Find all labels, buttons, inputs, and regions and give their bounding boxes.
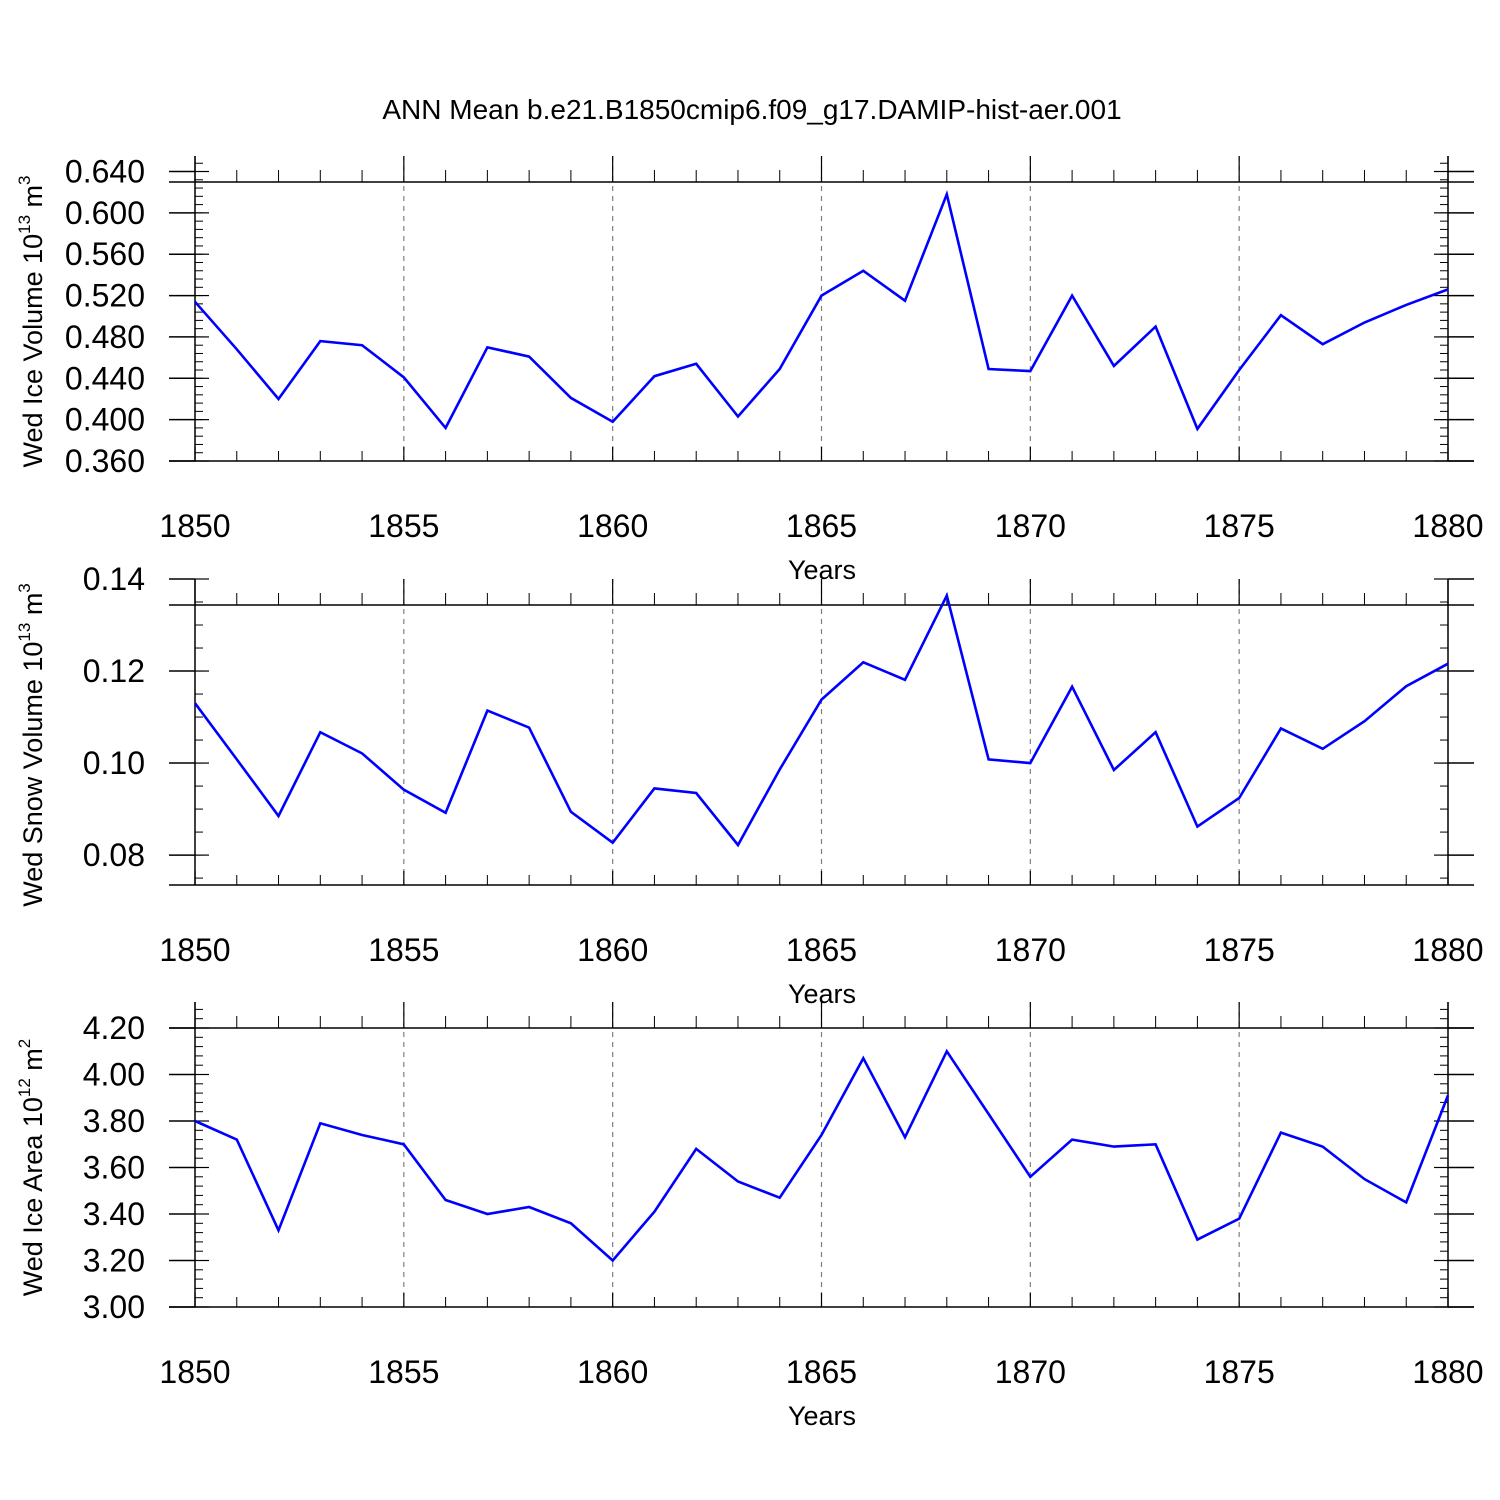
y-axis-label: Wed Ice Area 1012 m2 bbox=[15, 1039, 48, 1297]
x-tick-label-1870: 1870 bbox=[995, 508, 1066, 544]
x-tick-label-1855: 1855 bbox=[368, 508, 439, 544]
y-axis-label-text: Wed Ice Volume 10 bbox=[18, 234, 48, 468]
x-tick-label-1880: 1880 bbox=[1412, 932, 1483, 968]
chart-panels: 0.360 0.400 0.440 0.480 0.520 0.560 0.600 0.640… bbox=[15, 154, 1484, 1431]
panel-ice-area: 3.00 3.20 3.40 3.60 3.80 4.00 4.20 1850 1855 1860… bbox=[15, 1002, 1484, 1431]
series-line-ice-volume bbox=[194, 189, 1449, 432]
x-tick-label-1850: 1850 bbox=[159, 508, 230, 544]
y-axis-label-unit: m bbox=[18, 593, 48, 623]
y-tick-label-6: 0.600 bbox=[65, 195, 145, 231]
x-tick-label-1870: 1870 bbox=[995, 1354, 1066, 1390]
y-tick-label-3: 0.14 bbox=[83, 561, 145, 597]
y-tick-label-0: 3.00 bbox=[83, 1289, 145, 1325]
panel-ice-volume: 0.360 0.400 0.440 0.480 0.520 0.560 0.600 0.640… bbox=[15, 154, 1484, 585]
y-tick-label-6: 4.20 bbox=[83, 1010, 145, 1046]
series-line-ice-area bbox=[194, 1048, 1450, 1263]
y-axis-label-exponent: 13 bbox=[15, 215, 34, 234]
y-axis-label-exponent: 12 bbox=[15, 1078, 34, 1097]
y-axis-label: Wed Snow Volume 1013 m3 bbox=[15, 583, 48, 907]
x-tick-label-1865: 1865 bbox=[786, 1354, 857, 1390]
x-tick-label-1870: 1870 bbox=[995, 932, 1066, 968]
x-tick-label-1875: 1875 bbox=[1204, 508, 1275, 544]
panel-snow-volume: 0.08 0.10 0.12 0.14 1850 1855 1860 1865 1870 1875… bbox=[15, 561, 1484, 1009]
x-tick-label-1875: 1875 bbox=[1204, 932, 1275, 968]
y-axis-label-unit-exponent: 2 bbox=[15, 1039, 34, 1048]
chart-title: ANN Mean b.e21.B1850cmip6.f09_g17.DAMIP-… bbox=[382, 94, 1121, 125]
y-tick-label-4: 0.520 bbox=[65, 278, 145, 314]
y-tick-label-5: 4.00 bbox=[83, 1057, 145, 1093]
y-tick-label-0: 0.08 bbox=[83, 837, 145, 873]
x-tick-label-1865: 1865 bbox=[786, 508, 857, 544]
y-tick-label-1: 0.10 bbox=[83, 745, 145, 781]
y-tick-label-2: 0.440 bbox=[65, 360, 145, 396]
y-tick-label-4: 3.80 bbox=[83, 1103, 145, 1139]
y-tick-label-2: 0.12 bbox=[83, 653, 145, 689]
series-line-snow-volume bbox=[193, 591, 1449, 848]
y-axis-label-unit: m bbox=[18, 185, 48, 215]
x-tick-label-1865: 1865 bbox=[786, 932, 857, 968]
x-tick-label-1855: 1855 bbox=[368, 1354, 439, 1390]
y-tick-label-1: 3.20 bbox=[83, 1243, 145, 1279]
y-tick-label-3: 3.60 bbox=[83, 1150, 145, 1186]
y-axis-label-text: Wed Snow Volume 10 bbox=[18, 642, 48, 907]
y-tick-label-2: 3.40 bbox=[83, 1196, 145, 1232]
x-axis-label: Years bbox=[788, 1401, 856, 1431]
x-tick-label-1860: 1860 bbox=[577, 932, 648, 968]
y-tick-label-3: 0.480 bbox=[65, 319, 145, 355]
y-axis-label-unit: m bbox=[18, 1048, 48, 1078]
y-tick-label-7: 0.640 bbox=[65, 154, 145, 190]
y-axis-label: Wed Ice Volume 1013 m3 bbox=[15, 175, 48, 467]
x-tick-label-1855: 1855 bbox=[368, 932, 439, 968]
x-tick-label-1860: 1860 bbox=[577, 1354, 648, 1390]
x-tick-label-1860: 1860 bbox=[577, 508, 648, 544]
x-tick-label-1875: 1875 bbox=[1204, 1354, 1275, 1390]
y-axis-label-text: Wed Ice Area 10 bbox=[18, 1097, 48, 1296]
x-tick-label-1880: 1880 bbox=[1412, 508, 1483, 544]
y-tick-label-0: 0.360 bbox=[65, 443, 145, 479]
x-tick-label-1850: 1850 bbox=[159, 932, 230, 968]
y-axis-label-unit-exponent: 3 bbox=[15, 583, 34, 592]
x-tick-label-1880: 1880 bbox=[1412, 1354, 1483, 1390]
y-tick-label-1: 0.400 bbox=[65, 402, 145, 438]
y-axis-label-unit-exponent: 3 bbox=[15, 175, 34, 184]
x-tick-label-1850: 1850 bbox=[159, 1354, 230, 1390]
y-axis-label-exponent: 13 bbox=[15, 623, 34, 642]
y-tick-label-5: 0.560 bbox=[65, 236, 145, 272]
